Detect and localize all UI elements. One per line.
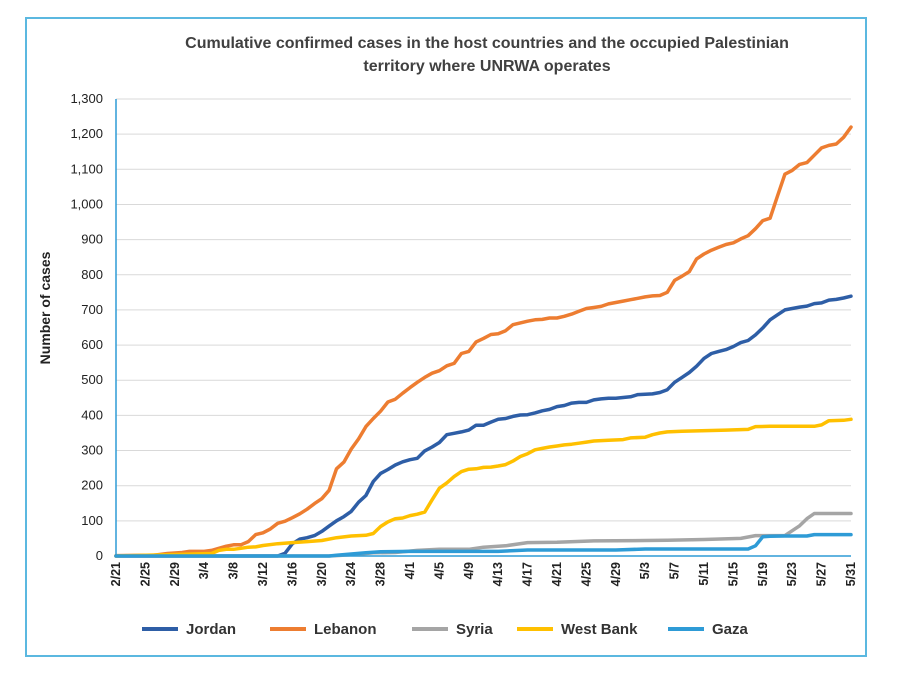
x-tick-label: 5/7 [668, 562, 682, 579]
y-tick-label: 200 [81, 478, 103, 493]
x-tick-label: 3/20 [315, 562, 329, 586]
series-line-lebanon [114, 125, 853, 558]
x-tick-label: 3/12 [256, 562, 270, 586]
legend-label: Lebanon [314, 621, 377, 638]
x-tick-label: 5/27 [815, 562, 829, 586]
y-tick-label: 100 [81, 513, 103, 528]
x-tick-label: 4/13 [491, 562, 505, 586]
y-tick-label: 800 [81, 267, 103, 282]
chart-title-line-2: territory where UNRWA operates [363, 58, 610, 75]
x-tick-label: 4/25 [579, 562, 593, 586]
legend-label: West Bank [561, 621, 638, 638]
legend-label: Syria [456, 621, 493, 638]
x-tick-label: 4/29 [609, 562, 623, 586]
top-cropped-strip [0, 0, 904, 12]
y-tick-label: 0 [96, 548, 103, 563]
x-tick-label: 2/29 [168, 562, 182, 586]
x-tick-label: 4/21 [550, 562, 564, 586]
x-tick-label: 5/11 [697, 562, 711, 586]
series-line-west-bank [114, 417, 853, 558]
gridlines [116, 98, 851, 522]
legend-item-gaza: Gaza [668, 621, 749, 638]
x-tick-label: 3/28 [374, 562, 388, 586]
legend: Jordan Lebanon Syria West Bank Gaza [142, 621, 749, 638]
x-tick-label: 3/24 [344, 562, 358, 586]
x-tick-label: 2/21 [109, 562, 123, 586]
legend-label: Jordan [186, 621, 236, 638]
series-lines [114, 125, 853, 558]
y-tick-label: 600 [81, 337, 103, 352]
series-line-gaza [114, 532, 853, 558]
x-tick-label: 2/25 [138, 562, 152, 586]
x-tick-label: 5/19 [756, 562, 770, 586]
x-tick-label: 5/23 [785, 562, 799, 586]
x-tick-label: 5/31 [844, 562, 858, 586]
x-tick-label: 5/15 [726, 562, 740, 586]
chart-title-line-1: Cumulative confirmed cases in the host c… [185, 35, 789, 52]
legend-label: Gaza [712, 621, 749, 638]
legend-item-syria: Syria [412, 621, 493, 638]
y-tick-label: 500 [81, 372, 103, 387]
x-tick-labels: 2/21 2/25 2/29 3/4 3/8 3/12 3/16 3/20 3/24 3/28 4/… [109, 562, 858, 586]
y-tick-label: 1,300 [70, 91, 103, 106]
y-tick-labels: 0 100 200 300 400 500 600 700 800 900 1,000 1,100 1,… [70, 91, 103, 563]
y-axis-label: Number of cases [37, 251, 53, 364]
y-tick-label: 400 [81, 407, 103, 422]
x-tick-label: 4/17 [521, 562, 535, 586]
legend-item-west-bank: West Bank [517, 621, 638, 638]
legend-item-jordan: Jordan [142, 621, 236, 638]
x-tick-label: 4/5 [432, 562, 446, 579]
legend-item-lebanon: Lebanon [270, 621, 377, 638]
x-tick-label: 5/3 [638, 562, 652, 579]
y-tick-label: 1,100 [70, 161, 103, 176]
series-line-jordan [114, 294, 853, 558]
x-tick-label: 3/4 [197, 562, 211, 579]
x-tick-label: 4/9 [462, 562, 476, 579]
y-tick-label: 1,000 [70, 196, 103, 211]
y-tick-label: 700 [81, 302, 103, 317]
x-tick-label: 3/16 [285, 562, 299, 586]
x-tick-label: 4/1 [403, 562, 417, 579]
x-tick-label: 3/8 [227, 562, 241, 579]
y-tick-label: 300 [81, 443, 103, 458]
y-tick-label: 900 [81, 232, 103, 247]
y-tick-label: 1,200 [70, 126, 103, 141]
